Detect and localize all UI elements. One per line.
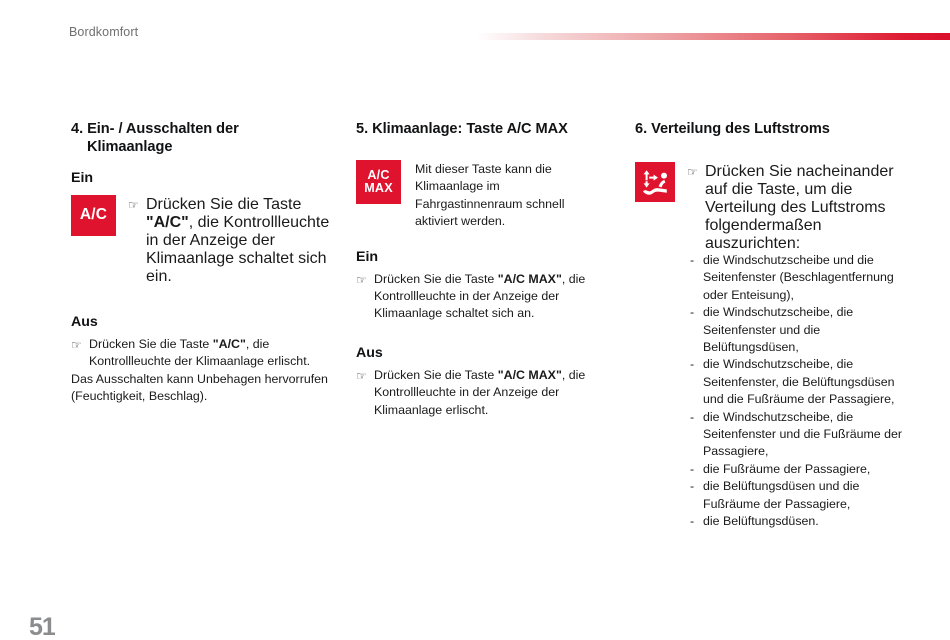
list-item-label: die Windschutzscheibe, die Seitenfenster… — [703, 305, 854, 355]
hand-pointer-icon: ☞ — [687, 165, 698, 179]
ac-icon-block: A/C ☞ Drücken Sie die Taste "A/C", die K… — [71, 195, 339, 286]
acmax-label-line1: A/C — [367, 167, 390, 182]
section-title-5: 5. Klimaanlage: Taste A/C MAX — [356, 121, 568, 137]
ac-on-instruction: ☞ Drücken Sie die Taste "A/C", die Kontr… — [116, 195, 339, 286]
acmax-icon-block: A/C MAX Mit dieser Taste kann die Klimaan… — [356, 160, 608, 231]
section-column-6: 6. Verteilung des Luftstroms ☞ Drücken S… — [635, 120, 915, 531]
acmax-label-line2: MAX — [364, 181, 393, 195]
acmax-on-instruction: ☞ Drücken Sie die Taste "A/C MAX", die K… — [356, 271, 608, 323]
subheading-aus-5: Aus — [356, 344, 383, 361]
dash-icon: - — [690, 253, 695, 267]
ac-off-post: , die Kontrollleuchte der Klimaanlage er… — [89, 337, 311, 369]
hand-pointer-icon: ☞ — [71, 338, 82, 352]
page-header: Bordkomfort — [0, 0, 950, 70]
list-item-label: die Fußräume der Passagiere, — [703, 461, 871, 476]
list-item: - die Windschutzscheibe, die Seitenfenste… — [690, 304, 915, 356]
acmax-on-instruction-text: Drücken Sie die Taste "A/C MAX", die Kon… — [374, 271, 608, 323]
acmax-button-icon-label: A/C MAX — [364, 167, 393, 196]
ac-off-instruction: ☞ Drücken Sie die Taste "A/C", die Kontr… — [71, 336, 339, 371]
ac-button-icon-label: A/C — [79, 206, 108, 224]
acmax-off-pre: Drücken Sie die Taste — [374, 367, 498, 382]
list-item-label: die Windschutzscheibe und die Seitenfens… — [703, 253, 894, 302]
acmax-on-key: "A/C MAX" — [497, 271, 562, 286]
ac-off-key: "A/C" — [212, 337, 246, 351]
list-item-label: die Belüftungsdüsen und die Fußräume der… — [703, 479, 860, 511]
header-title: Bordkomfort — [69, 25, 139, 39]
dash-icon: - — [690, 357, 695, 372]
ac-on-instruction-text: Drücken Sie die Taste "A/C", die Kontrol… — [146, 196, 339, 286]
acmax-off-instruction-text: Drücken Sie die Taste "A/C MAX", die Kon… — [374, 367, 608, 419]
section-column-4: 4. Ein- / Ausschalten der Klimaanlage Ei… — [71, 120, 339, 406]
list-item-label: die Windschutzscheibe, die Seitenfenster… — [703, 357, 895, 407]
list-item: - die Belüftungsdüsen. — [690, 513, 915, 530]
airflow-distribution-icon — [635, 162, 675, 202]
acmax-on-pre: Drücken Sie die Taste — [374, 271, 498, 286]
ac-on-key: "A/C" — [146, 214, 189, 231]
subheading-ein-4: Ein — [71, 170, 94, 186]
list-item: - die Windschutzscheibe, die Seitenfenste… — [690, 356, 915, 408]
dash-icon: - — [690, 479, 695, 494]
ac-button-icon: A/C — [71, 195, 116, 236]
acmax-off-instruction: ☞ Drücken Sie die Taste "A/C MAX", die K… — [356, 367, 608, 419]
ac-on-post: , die Kontrollleuchte in der Anzeige der… — [146, 214, 330, 285]
acmax-off-post: , die Kontrollleuchte in der Anzeige der… — [374, 367, 586, 417]
hand-pointer-icon: ☞ — [128, 198, 139, 212]
ac-on-pre: Drücken Sie die Taste — [146, 196, 302, 213]
ac-off-instruction-text: Drücken Sie die Taste "A/C", die Kontrol… — [89, 336, 339, 371]
dash-icon: - — [690, 305, 695, 320]
header-accent-rule — [478, 33, 950, 40]
airflow-intro-text: Drücken Sie nacheinander auf die Taste, … — [705, 163, 894, 252]
acmax-on-post: , die Kontrollleuchte in der Anzeige der… — [374, 271, 586, 321]
acmax-button-icon: A/C MAX — [356, 160, 401, 204]
dash-icon: - — [690, 461, 695, 476]
list-item: - die Windschutzscheibe und die Seitenfen… — [690, 252, 915, 304]
dash-icon: - — [690, 409, 695, 424]
hand-pointer-icon: ☞ — [356, 368, 367, 383]
hand-pointer-icon: ☞ — [356, 272, 367, 287]
section-column-5: 5. Klimaanlage: Taste A/C MAX A/C MAX Mit… — [356, 120, 608, 419]
page-number: 51 — [29, 615, 55, 640]
list-item: - die Fußräume der Passagiere, — [690, 461, 915, 478]
section-title-4-line2: Klimaanlage — [87, 139, 173, 155]
subheading-ein-5: Ein — [356, 248, 379, 265]
list-item: - die Belüftungsdüsen und die Fußräume de… — [690, 478, 915, 513]
airflow-modes-list: - die Windschutzscheibe und die Seitenfen… — [690, 252, 915, 531]
acmax-off-key: "A/C MAX" — [497, 367, 562, 382]
airflow-intro: ☞ Drücken Sie nacheinander auf die Taste… — [675, 162, 915, 253]
section-title-6: 6. Verteilung des Luftstroms — [635, 121, 830, 137]
list-item-label: die Windschutzscheibe, die Seitenfenster… — [703, 409, 903, 459]
acmax-intro-text: Mit dieser Taste kann die Klimaanlage im… — [415, 162, 565, 229]
airflow-icon-block: ☞ Drücken Sie nacheinander auf die Taste… — [635, 162, 915, 253]
list-item: - die Windschutzscheibe, die Seitenfenste… — [690, 409, 915, 461]
section-title-4: 4. Ein- / Ausschalten der Klimaanlage — [71, 120, 339, 156]
subheading-aus-4: Aus — [71, 314, 98, 330]
ac-off-pre: Drücken Sie die Taste — [89, 337, 213, 351]
ac-off-note: Das Ausschalten kann Unbehagen hervorruf… — [71, 371, 328, 404]
section-title-4-line1: 4. Ein- / Ausschalten der — [71, 121, 239, 137]
list-item-label: die Belüftungsdüsen. — [703, 514, 819, 529]
dash-icon: - — [690, 514, 695, 529]
